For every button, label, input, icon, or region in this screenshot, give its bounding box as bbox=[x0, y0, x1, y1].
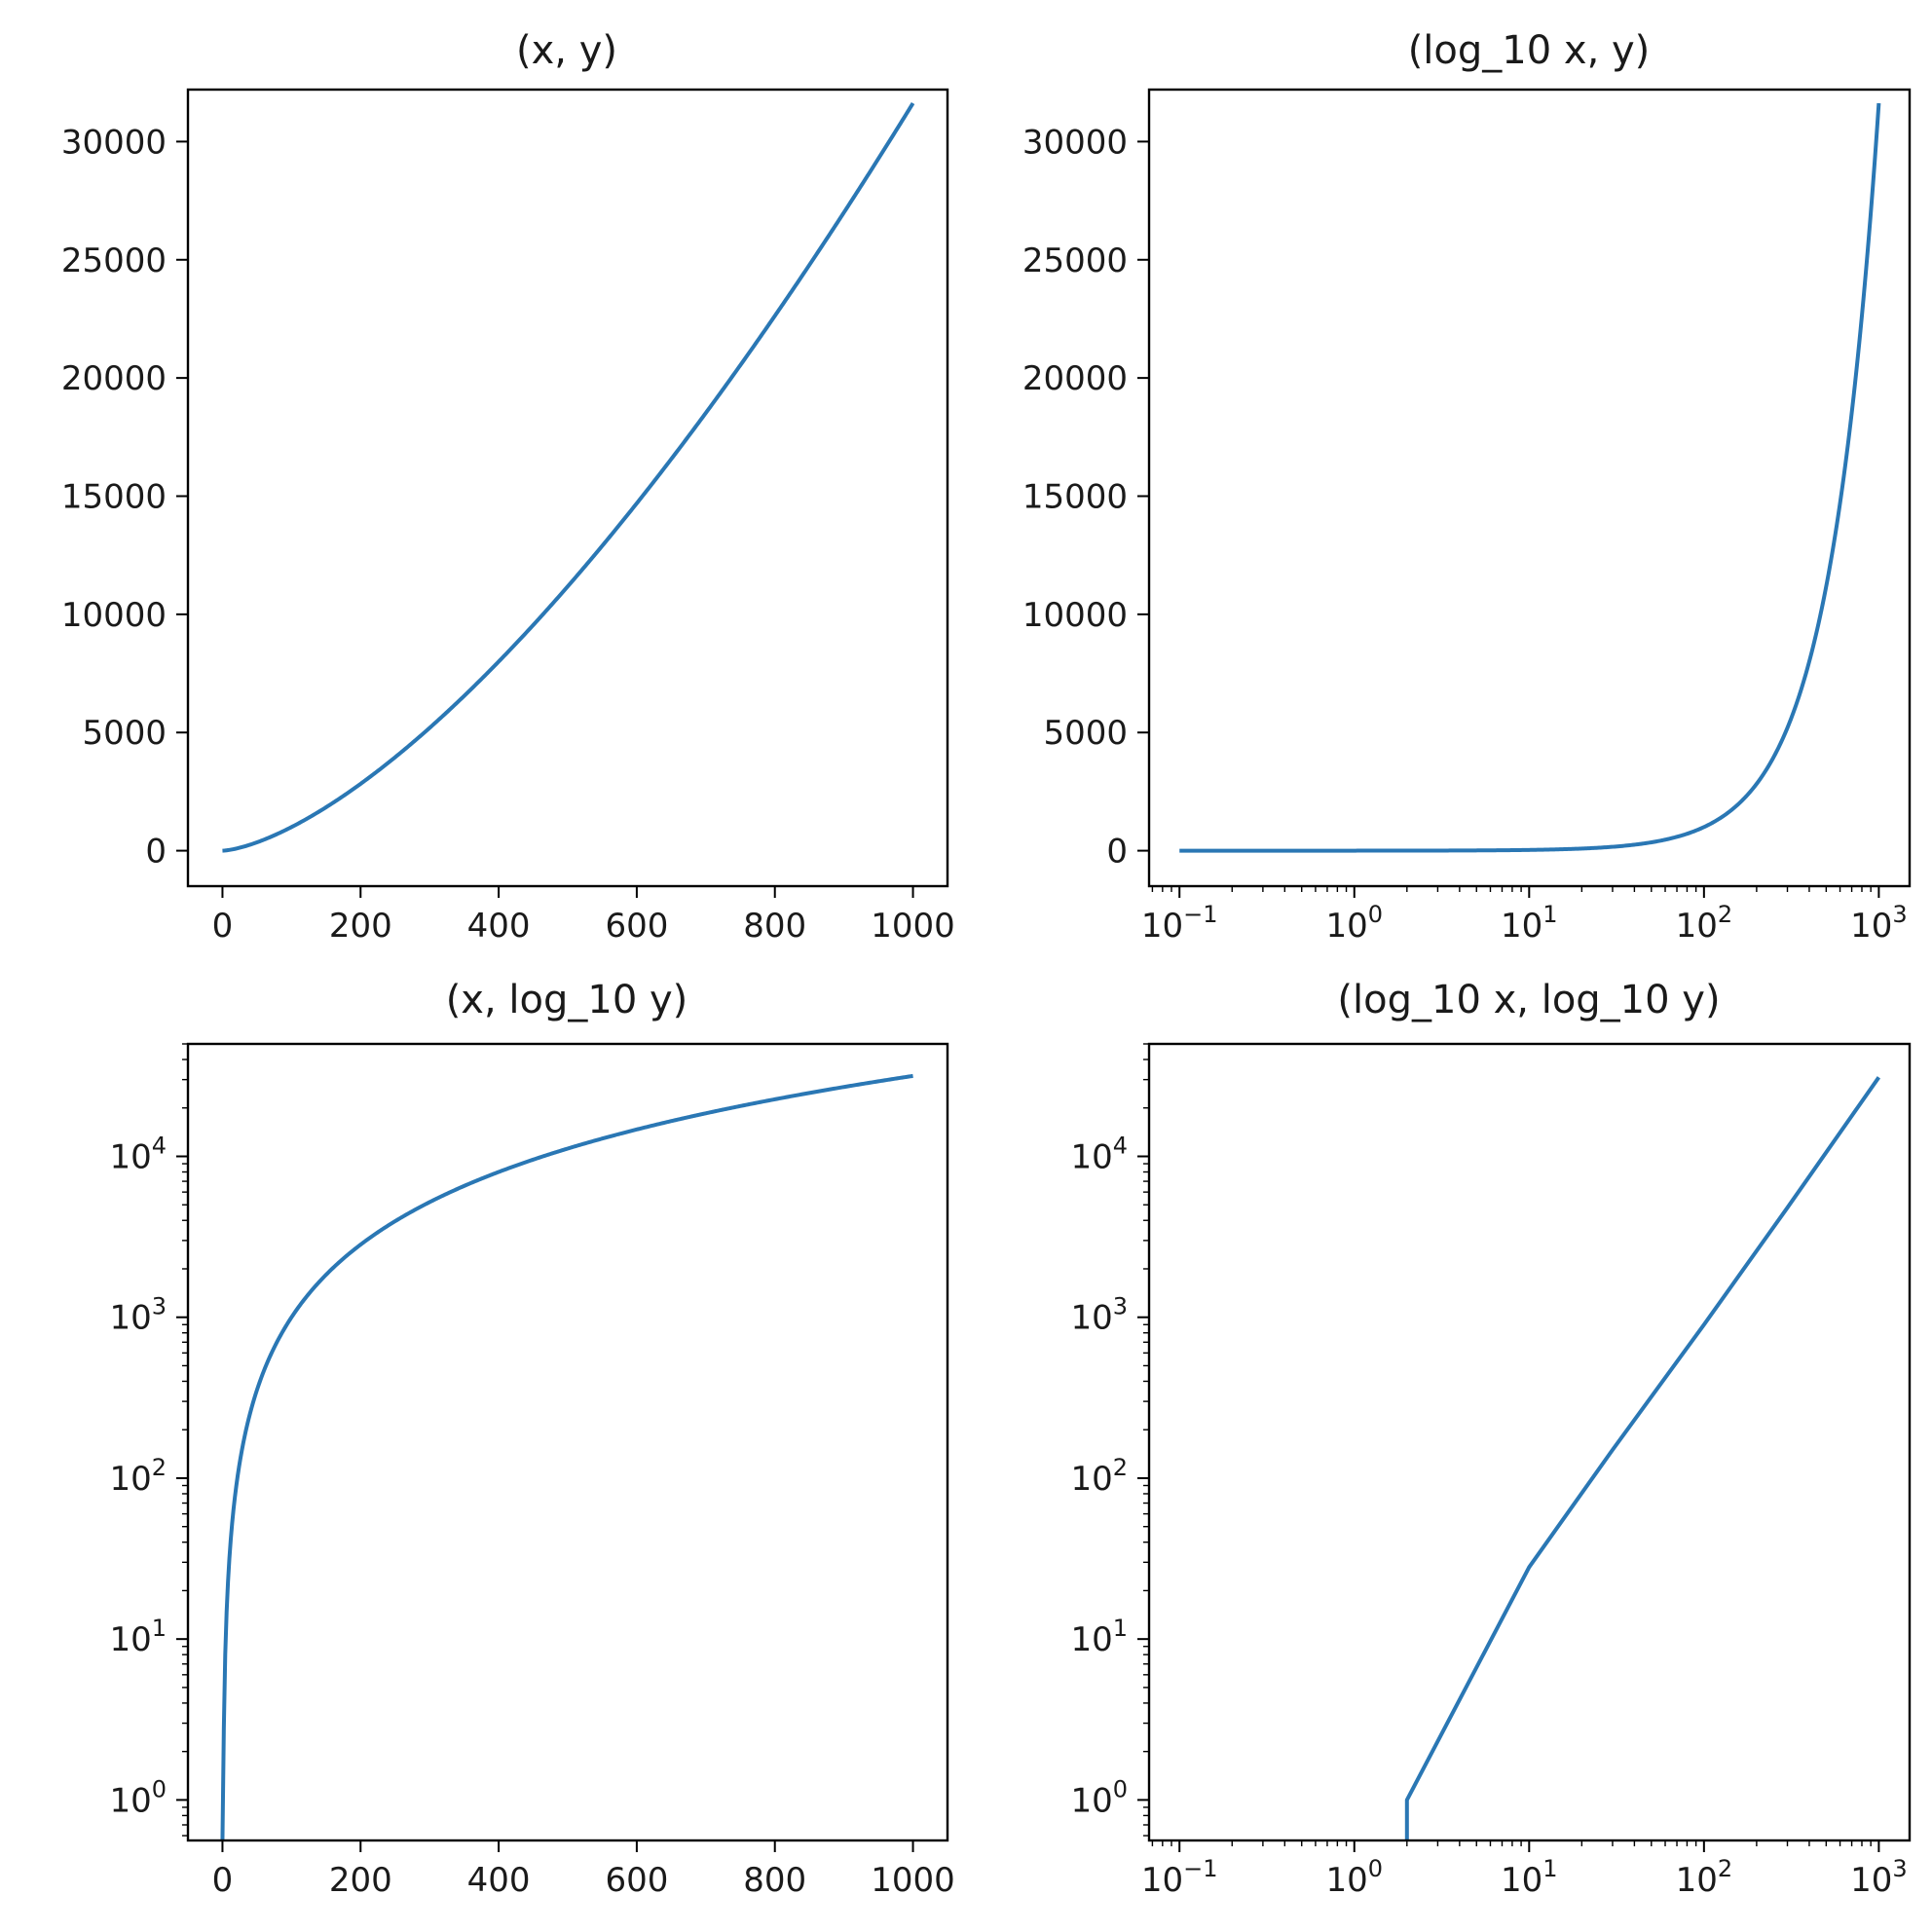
y-tick-label: 30000 bbox=[61, 123, 167, 162]
x-tick-label: 102 bbox=[1676, 901, 1733, 946]
x-tick-label: 103 bbox=[1850, 901, 1908, 946]
x-tick-label: 0 bbox=[212, 1861, 234, 1900]
y-tick-label: 5000 bbox=[1043, 714, 1128, 753]
y-tick-label: 100 bbox=[1070, 1775, 1128, 1820]
y-tick-label: 15000 bbox=[1022, 477, 1128, 516]
x-tick-label: 103 bbox=[1850, 1855, 1908, 1900]
y-tick-label: 25000 bbox=[61, 242, 167, 280]
x-tick-label: 10−1 bbox=[1141, 901, 1218, 946]
x-tick-label: 800 bbox=[743, 907, 806, 946]
y-tick-label: 103 bbox=[109, 1293, 167, 1338]
y-tick-label: 101 bbox=[1070, 1615, 1128, 1659]
axes-logx-logy: 10−1 100 101 102 103 100 101 102 103 104 bbox=[1070, 1042, 1912, 1900]
x-tick-label: 200 bbox=[329, 907, 392, 946]
x-tick-label: 600 bbox=[605, 1861, 668, 1900]
y-tick-label: 0 bbox=[145, 833, 167, 872]
series-line bbox=[221, 101, 915, 853]
x-tick-label: 0 bbox=[212, 907, 234, 946]
subplot-title: (x, log_10 y) bbox=[446, 978, 688, 1022]
x-tick-label: 200 bbox=[329, 1861, 392, 1900]
subplot-title: (log_10 x, log_10 y) bbox=[1337, 978, 1720, 1022]
x-tick-label: 100 bbox=[1325, 1855, 1383, 1900]
y-tick-label: 20000 bbox=[61, 359, 167, 398]
axes-logx-y: 10−1 100 101 102 103 0 5000 10000 15000 20000 2500… bbox=[1022, 88, 1912, 946]
y-tick-label: 15000 bbox=[61, 477, 167, 516]
axes-frame bbox=[186, 88, 949, 888]
axes-frame bbox=[186, 1042, 949, 1842]
y-tick-label: 102 bbox=[1070, 1454, 1128, 1499]
x-tick-label: 400 bbox=[467, 907, 531, 946]
x-tick-label: 101 bbox=[1501, 901, 1558, 946]
x-tick-label: 400 bbox=[467, 1861, 531, 1900]
y-tick-label: 5000 bbox=[82, 714, 167, 753]
axes-frame bbox=[1147, 88, 1912, 888]
axes-x-y: 0 200 400 600 800 100005000100001500020000250… bbox=[61, 88, 955, 946]
x-tick-label: 1000 bbox=[871, 907, 955, 946]
y-tick-label: 10000 bbox=[1022, 596, 1128, 635]
y-tick-label: 0 bbox=[1106, 833, 1128, 872]
y-tick-label: 104 bbox=[1070, 1132, 1128, 1176]
subplot-logx-y: (log_10 x, y) 10−1 100 101 102 103 0 5000 10000… bbox=[1022, 28, 1912, 946]
y-tick-label: 102 bbox=[109, 1454, 167, 1499]
series-line bbox=[1404, 1076, 1881, 1840]
subplot-x-y: (x, y) 0 200 400 600 800 10000500010000150002… bbox=[61, 28, 955, 946]
subplot-title: (x, y) bbox=[516, 28, 617, 73]
x-tick-label: 800 bbox=[743, 1861, 806, 1900]
series-line bbox=[220, 1073, 914, 1841]
subplot-x-logy: (x, log_10 y) 0 200 400 600 800 1000 100 101 102… bbox=[109, 978, 954, 1900]
subplot-title: (log_10 x, y) bbox=[1408, 28, 1651, 73]
x-tick-label: 600 bbox=[605, 907, 668, 946]
subplot-logx-logy: (log_10 x, log_10 y) 10−1 100 101 102 103 100… bbox=[1070, 978, 1912, 1900]
y-tick-label: 104 bbox=[109, 1132, 167, 1176]
y-tick-label: 20000 bbox=[1022, 359, 1128, 398]
series-line bbox=[1178, 102, 1881, 853]
axes-frame bbox=[1147, 1042, 1912, 1842]
x-tick-label: 100 bbox=[1325, 901, 1383, 946]
y-tick-label: 10000 bbox=[61, 596, 167, 635]
y-tick-label: 103 bbox=[1070, 1293, 1128, 1338]
y-tick-label: 101 bbox=[109, 1615, 167, 1659]
y-tick-label: 25000 bbox=[1022, 242, 1128, 280]
x-tick-label: 10−1 bbox=[1141, 1855, 1218, 1900]
axes-x-logy: 0 200 400 600 800 1000 100 101 102 103 104 bbox=[109, 1042, 955, 1900]
x-tick-label: 101 bbox=[1501, 1855, 1558, 1900]
x-tick-label: 1000 bbox=[871, 1861, 955, 1900]
y-tick-label: 30000 bbox=[1022, 123, 1128, 162]
y-tick-label: 100 bbox=[109, 1775, 167, 1820]
x-tick-label: 102 bbox=[1676, 1855, 1733, 1900]
